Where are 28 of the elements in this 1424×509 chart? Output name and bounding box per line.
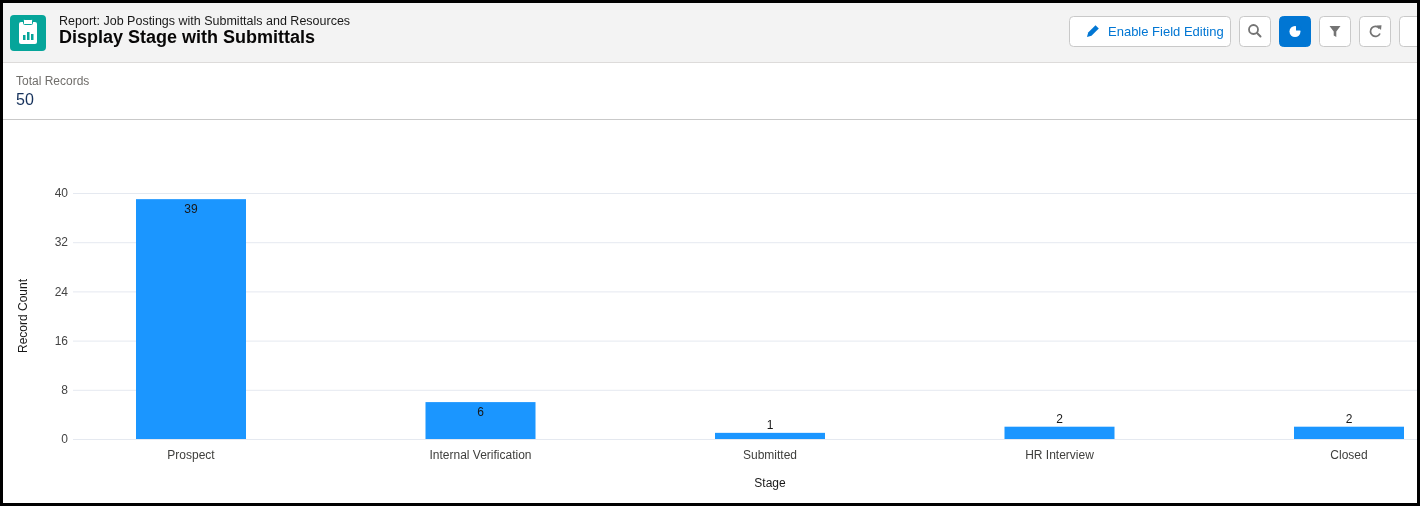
x-tick-label: Prospect (167, 448, 216, 462)
x-tick-label: Internal Verification (429, 448, 532, 462)
bar (1293, 426, 1404, 439)
x-axis-title: Stage (754, 476, 787, 490)
x-tick-label: Closed (1330, 448, 1368, 462)
x-tick-label: HR Interview (1025, 448, 1095, 462)
data-label: 2 (1056, 411, 1064, 426)
x-tick-label: Submitted (742, 448, 798, 462)
y-tick-label: 8 (61, 383, 69, 397)
data-label: 6 (477, 405, 485, 420)
text: Total Records (16, 74, 90, 88)
bar (136, 199, 247, 439)
bar (1004, 426, 1115, 439)
text: 50 (16, 91, 34, 108)
data-label: 39 (184, 202, 198, 217)
y-tick-label: 16 (54, 333, 69, 348)
chart-subtitle: Report: Job Postings with Submittals and Resources (59, 14, 351, 28)
y-axis-title: Record Count (16, 278, 30, 354)
bar (715, 432, 826, 439)
y-tick-label: 24 (54, 284, 69, 299)
data-label: 2 (1345, 411, 1353, 426)
bar (425, 402, 536, 439)
chart-title: Display Stage with Submittals (59, 27, 316, 47)
edit-button: Enable Field Editing (1069, 16, 1231, 47)
data-label: 1 (766, 417, 774, 432)
y-tick-label: 40 (54, 186, 69, 201)
y-tick-label: 0 (61, 432, 69, 447)
y-tick-label: 32 (54, 235, 69, 250)
